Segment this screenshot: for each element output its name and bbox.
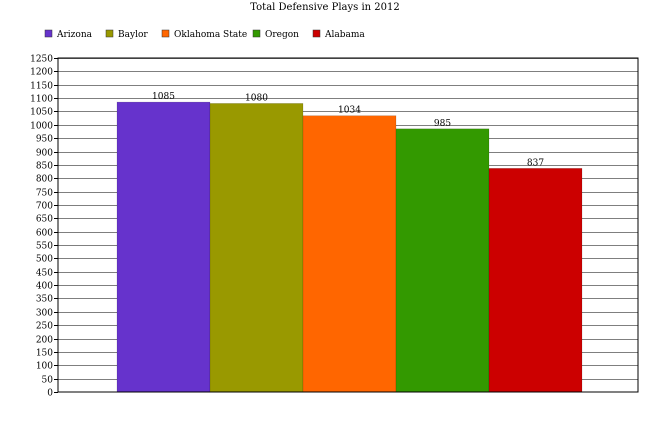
y-tick-label: 450 [36, 269, 53, 279]
data-labels: 1085 1080 1034 985 837 [152, 92, 544, 168]
y-tick-label: 400 [36, 282, 53, 292]
legend-label: Baylor [118, 30, 148, 40]
y-tick-label: 0 [47, 389, 53, 399]
data-label: 985 [434, 119, 451, 129]
data-label: 1080 [245, 93, 268, 103]
data-label: 1034 [338, 106, 361, 116]
y-tick-label: 900 [36, 149, 53, 159]
y-tick-label: 1150 [30, 82, 53, 92]
y-tick-label: 1250 [30, 55, 53, 65]
y-tick-label: 50 [42, 376, 54, 386]
bars [116, 101, 583, 393]
legend: Arizona Baylor Oklahoma State Oregon Alabama [44, 29, 365, 40]
y-tick-label: 1050 [30, 108, 53, 118]
y-tick-label: 1200 [30, 68, 53, 78]
legend-swatch [312, 29, 321, 38]
y-tick-label: 700 [36, 202, 53, 212]
y-tick-label: 200 [36, 336, 53, 346]
y-tick-label: 350 [36, 295, 53, 305]
y-tick-label: 500 [36, 255, 53, 265]
y-axis: 0 50 100 150 200 250 300 350 400 450 500 550 600 650 7… [30, 55, 58, 399]
y-tick-label: 250 [36, 322, 53, 332]
legend-label: Oklahoma State [174, 30, 247, 40]
y-tick-label: 800 [36, 175, 53, 185]
legend-label: Oregon [265, 30, 299, 40]
legend-label: Alabama [324, 30, 365, 40]
y-tick-label: 950 [36, 135, 53, 145]
data-label: 837 [527, 158, 544, 168]
data-label: 1085 [152, 92, 175, 102]
bar-oklahoma-state [302, 115, 397, 393]
legend-swatch [161, 29, 170, 38]
y-tick-label: 100 [36, 362, 53, 372]
plot-area-frame [57, 57, 639, 393]
y-tick-label: 300 [36, 309, 53, 319]
y-tick-label: 850 [36, 162, 53, 172]
bar-arizona [116, 101, 211, 393]
bar-alabama [488, 168, 583, 393]
y-tick-label: 600 [36, 229, 53, 239]
bar-oregon [395, 128, 490, 393]
y-tick-label: 150 [36, 349, 53, 359]
legend-swatch [105, 29, 114, 38]
y-tick-label: 650 [36, 215, 53, 225]
y-tick-label: 1000 [30, 122, 53, 132]
y-tick-label: 750 [36, 189, 53, 199]
y-tick-label: 1100 [30, 95, 53, 105]
legend-label: Arizona [56, 30, 93, 40]
legend-swatch [252, 29, 261, 38]
bar-baylor [209, 103, 304, 393]
y-tick-label: 550 [36, 242, 53, 252]
legend-swatch [44, 29, 53, 38]
chart-title: Total Defensive Plays in 2012 [250, 2, 399, 13]
